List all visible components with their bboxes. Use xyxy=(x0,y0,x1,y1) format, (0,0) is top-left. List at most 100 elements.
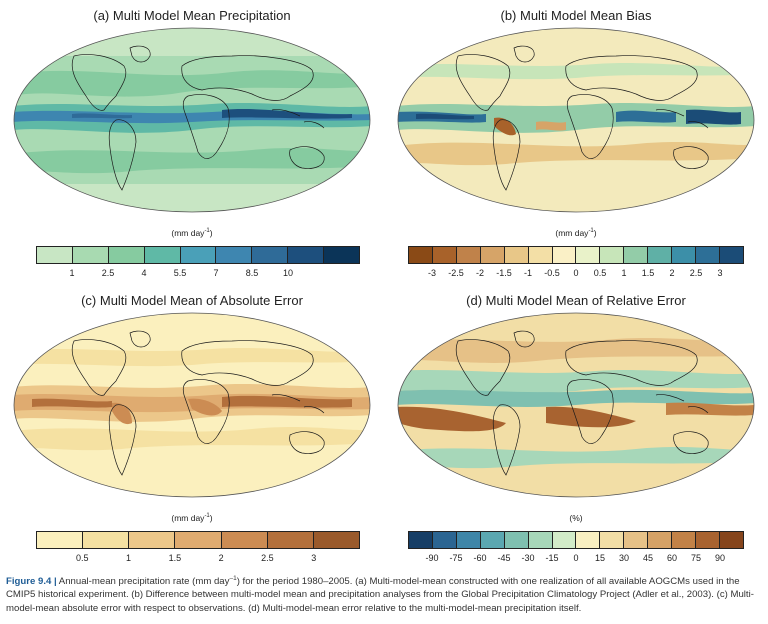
colorbar-ticks: 1 2.5 4 5.5 7 8.5 10 xyxy=(36,268,360,280)
colorbar-swatch xyxy=(37,532,84,548)
colorbar-tick-label: 10 xyxy=(282,268,294,278)
colorbar-tick-label: 1 xyxy=(126,553,132,563)
units-label: (mm day-1) xyxy=(171,228,213,238)
units-label: (mm day-1) xyxy=(555,228,597,238)
colorbar-ticks: -3 -2.5 -2 -1.5 -1 -0.5 0 0.5 1 1.5 2 2.5 3 xyxy=(408,268,744,280)
colorbar-ticks: -90 -75 -60 -45 -30 -15 0 15 30 45 60 75 90 xyxy=(408,553,744,565)
colorbar-swatch xyxy=(672,247,697,263)
colorbar-swatch xyxy=(528,532,553,548)
colorbar-swatch xyxy=(624,247,649,263)
colorbar-tick-label: 3 xyxy=(717,268,723,278)
colorbar-swatch xyxy=(696,532,720,548)
chart-title: (a) Multi Model Mean Precipitation xyxy=(93,8,291,23)
colorbar-tick-label: -0.5 xyxy=(544,268,560,278)
colorbar-tick-label: 2 xyxy=(669,268,675,278)
figure-caption: Figure 9.4 | Annual-mean precipitation r… xyxy=(6,572,762,615)
figure-label: Figure 9.4 | xyxy=(6,576,57,588)
colorbar-tick-label: 90 xyxy=(714,553,726,563)
colorbar-swatch xyxy=(324,247,360,263)
colorbar-swatch xyxy=(409,532,433,548)
chart-title: (c) Multi Model Mean of Absolute Error xyxy=(81,293,303,308)
colorbar-swatch xyxy=(576,247,601,263)
colorbar-tick-label: -3 xyxy=(427,268,437,278)
colorbar-swatch xyxy=(600,247,625,263)
colorbar xyxy=(36,246,360,264)
colorbar-tick-label: 45 xyxy=(642,553,654,563)
units-label: (%) xyxy=(569,513,583,523)
colorbar-swatch xyxy=(624,532,649,548)
colorbar-swatch xyxy=(432,247,457,263)
colorbar-tick-label: 7 xyxy=(213,268,219,278)
colorbar-tick-label: -15 xyxy=(545,553,559,563)
colorbar-tick-label: -75 xyxy=(449,553,463,563)
colorbar-swatch xyxy=(108,247,145,263)
colorbar-swatch xyxy=(696,247,720,263)
precip-bias-map xyxy=(397,27,755,213)
colorbar-tick-label: 5.5 xyxy=(173,268,187,278)
colorbar-swatch xyxy=(672,532,697,548)
colorbar-swatch xyxy=(456,532,481,548)
colorbar-tick-label: 30 xyxy=(618,553,630,563)
colorbar-tick-label: -45 xyxy=(497,553,511,563)
caption-superscript: –1 xyxy=(229,575,237,582)
colorbar-swatch xyxy=(456,247,481,263)
colorbar-tick-label: -1.5 xyxy=(496,268,512,278)
colorbar-tick-label: -30 xyxy=(521,553,535,563)
colorbar-swatch xyxy=(600,532,625,548)
colorbar-swatch xyxy=(288,247,325,263)
colorbar-swatch xyxy=(528,247,553,263)
colorbar-swatch xyxy=(504,532,529,548)
colorbar-swatch xyxy=(719,532,743,548)
colorbar-tick-label: 2.5 xyxy=(261,553,274,563)
colorbar-swatch xyxy=(552,532,577,548)
colorbar-tick-label: 0.5 xyxy=(593,268,607,278)
colorbar-swatch xyxy=(552,247,577,263)
colorbar-swatch xyxy=(409,247,433,263)
panel-d: (d) Multi Model Mean of Relative Error (… xyxy=(384,285,768,570)
colorbar-tick-label: 1.5 xyxy=(168,553,182,563)
colorbar-swatch xyxy=(37,247,73,263)
colorbar xyxy=(408,531,744,549)
colorbar-tick-label: 2 xyxy=(218,553,224,563)
colorbar-tick-label: 4 xyxy=(141,268,147,278)
colorbar-tick-label: -60 xyxy=(473,553,487,563)
caption-text-1: Annual-mean precipitation rate (mm day xyxy=(56,576,230,588)
colorbar-swatch xyxy=(313,532,359,548)
chart-title: (d) Multi Model Mean of Relative Error xyxy=(466,293,686,308)
colorbar-tick-label: -90 xyxy=(425,553,439,563)
colorbar-tick-label: 15 xyxy=(594,553,606,563)
panel-c: (c) Multi Model Mean of Absolute Error xyxy=(0,285,384,570)
abs-error-map xyxy=(13,312,371,498)
colorbar-swatch xyxy=(252,247,289,263)
colorbar-swatch xyxy=(144,247,181,263)
colorbar xyxy=(36,531,360,549)
colorbar-swatch xyxy=(175,532,222,548)
colorbar-ticks: 0.5 1 1.5 2 2.5 3 xyxy=(36,553,360,565)
colorbar-tick-label: 1 xyxy=(621,268,627,278)
chart-title: (b) Multi Model Mean Bias xyxy=(500,8,652,23)
colorbar-tick-label: 2.5 xyxy=(101,268,115,278)
colorbar-swatch xyxy=(648,532,673,548)
colorbar-swatch xyxy=(180,247,217,263)
panel-b: (b) Multi Model Mean Bias (mm d xyxy=(384,0,768,285)
units-label: (mm day-1) xyxy=(171,513,213,523)
colorbar-tick-label: 1 xyxy=(69,268,75,278)
colorbar-swatch xyxy=(267,532,314,548)
colorbar-tick-label: -1 xyxy=(523,268,533,278)
colorbar-tick-label: 0 xyxy=(573,268,579,278)
colorbar-tick-label: 0.5 xyxy=(76,553,89,563)
colorbar-tick-label: 75 xyxy=(690,553,702,563)
colorbar-swatch xyxy=(129,532,176,548)
precip-mean-map xyxy=(13,27,371,213)
colorbar-swatch xyxy=(719,247,743,263)
colorbar-tick-label: 60 xyxy=(666,553,678,563)
colorbar-swatch xyxy=(576,532,601,548)
colorbar-swatch xyxy=(504,247,529,263)
colorbar-tick-label: 2.5 xyxy=(689,268,703,278)
panel-a: (a) Multi Model Mean Precipitation (mm xyxy=(0,0,384,285)
colorbar xyxy=(408,246,744,264)
colorbar-swatch xyxy=(480,247,505,263)
colorbar-tick-label: -2.5 xyxy=(448,268,464,278)
colorbar-swatch xyxy=(648,247,673,263)
colorbar-tick-label: 8.5 xyxy=(245,268,259,278)
